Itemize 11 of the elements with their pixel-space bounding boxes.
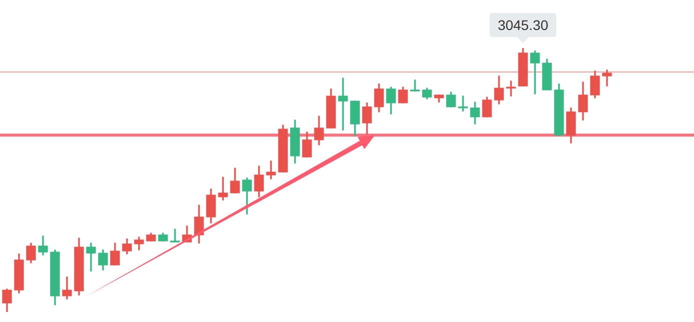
candlestick	[338, 78, 348, 130]
candlestick	[170, 228, 180, 242]
candlestick	[86, 242, 96, 272]
candlestick	[602, 70, 612, 86]
candlestick	[218, 176, 228, 200]
candlestick	[266, 160, 276, 180]
candlestick	[506, 80, 516, 96]
candlestick	[458, 96, 468, 112]
annotation: 3045.30	[498, 16, 549, 33]
candlestick	[410, 80, 420, 92]
candlestick	[530, 50, 540, 94]
